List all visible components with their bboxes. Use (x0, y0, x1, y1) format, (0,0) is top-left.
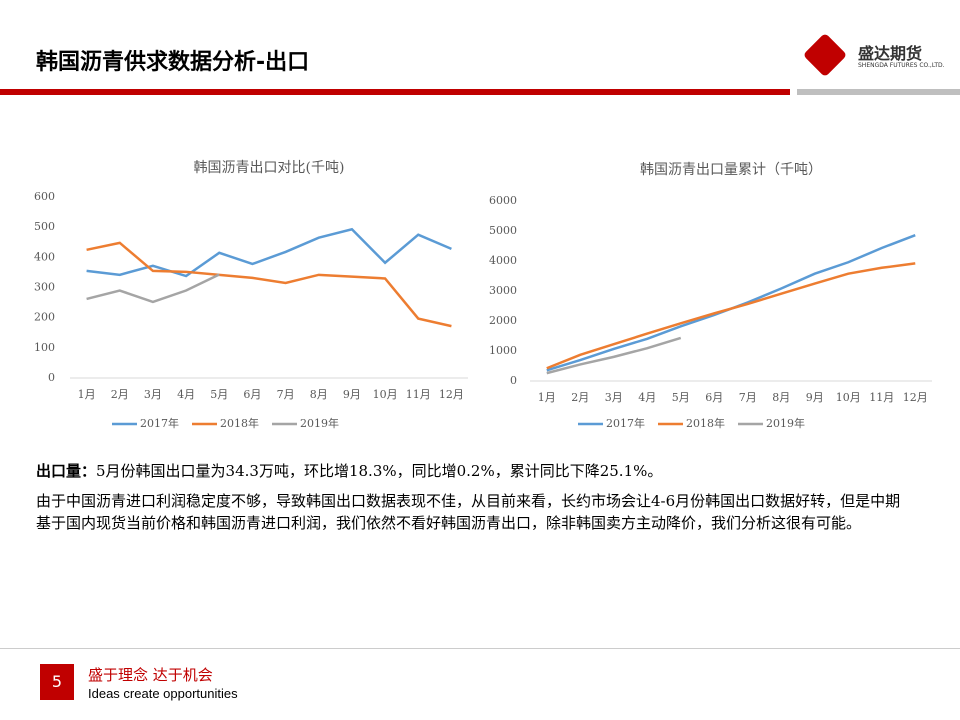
x-tick-label: 8月 (310, 388, 328, 401)
page-number: 5 (40, 664, 74, 700)
chart-title: 韩国沥青出口量累计（千吨） (640, 162, 822, 178)
y-tick-label: 3000 (489, 284, 517, 297)
logo-name: 盛达期货 (858, 44, 923, 63)
x-tick-label: 2月 (111, 388, 129, 401)
x-tick-label: 5月 (672, 391, 690, 404)
y-tick-label: 600 (34, 190, 55, 203)
series-line (546, 234, 916, 372)
series-line (546, 336, 682, 375)
summary-label: 出口量： (36, 462, 97, 480)
x-tick-label: 7月 (277, 388, 295, 401)
series-line (86, 227, 452, 278)
x-tick-label: 12月 (903, 391, 928, 404)
y-tick-label: 100 (34, 341, 55, 354)
summary: 出口量：5月份韩国出口量为34.3万吨，环比增18.3%，同比增0.2%，累计同… (36, 460, 662, 481)
series-line (546, 262, 916, 370)
x-tick-label: 3月 (144, 388, 162, 401)
slogan: 盛于理念 达于机会 (88, 666, 213, 684)
x-tick-label: 9月 (806, 391, 824, 404)
x-tick-label: 10月 (836, 391, 861, 404)
y-tick-label: 500 (34, 220, 55, 233)
legend-label: 2019年 (766, 416, 805, 430)
paragraph: 由于中国沥青进口利润稳定度不够，导致韩国出口数据表现不佳，从目前来看，长约市场会… (36, 492, 901, 532)
legend-label: 2018年 (220, 416, 259, 430)
series-line (86, 241, 452, 328)
legend-label: 2017年 (606, 416, 645, 430)
slide-title: 韩国沥青供求数据分析-出口 (36, 50, 310, 75)
legend-label: 2019年 (300, 416, 339, 430)
summary-text: 5月份韩国出口量为34.3万吨，环比增18.3%，同比增0.2%，累计同比下降2… (96, 462, 663, 480)
x-tick-label: 11月 (869, 391, 894, 404)
x-tick-label: 12月 (439, 388, 464, 401)
x-tick-label: 6月 (243, 388, 261, 401)
x-tick-label: 7月 (739, 391, 757, 404)
legend-label: 2018年 (686, 416, 725, 430)
y-tick-label: 200 (34, 311, 55, 324)
x-tick-label: 1月 (78, 388, 96, 401)
slogan-en: Ideas create opportunities (88, 686, 238, 701)
y-tick-label: 400 (34, 250, 55, 263)
x-tick-label: 11月 (406, 388, 431, 401)
x-tick-label: 2月 (571, 391, 589, 404)
y-tick-label: 1000 (489, 344, 517, 357)
footer-line (0, 648, 960, 649)
y-tick-label: 300 (34, 281, 55, 294)
series-line (86, 273, 220, 304)
header-bar-gray (797, 89, 960, 95)
header-bar (0, 89, 790, 95)
logo-sub: SHENGDA FUTURES CO.,LTD. (858, 62, 945, 69)
x-tick-label: 6月 (705, 391, 723, 404)
chart-title: 韩国沥青出口对比(千吨) (194, 160, 345, 176)
y-tick-label: 5000 (489, 224, 517, 237)
x-tick-label: 5月 (210, 388, 228, 401)
y-tick-label: 6000 (489, 194, 517, 207)
x-tick-label: 4月 (638, 391, 656, 404)
x-tick-label: 9月 (343, 388, 361, 401)
y-tick-label: 2000 (489, 314, 517, 327)
charts: 韩国沥青出口对比(千吨) 0 100 200 300 400 500 600 1月 2月 3月 4月 5… (34, 160, 932, 430)
x-tick-label: 10月 (373, 388, 398, 401)
x-tick-label: 1月 (538, 391, 556, 404)
x-tick-label: 3月 (605, 391, 623, 404)
y-tick-label: 4000 (489, 254, 517, 267)
y-tick-label: 0 (48, 371, 55, 384)
x-tick-label: 4月 (177, 388, 195, 401)
x-tick-label: 8月 (772, 391, 790, 404)
y-tick-label: 0 (510, 374, 517, 387)
legend-label: 2017年 (140, 416, 179, 430)
